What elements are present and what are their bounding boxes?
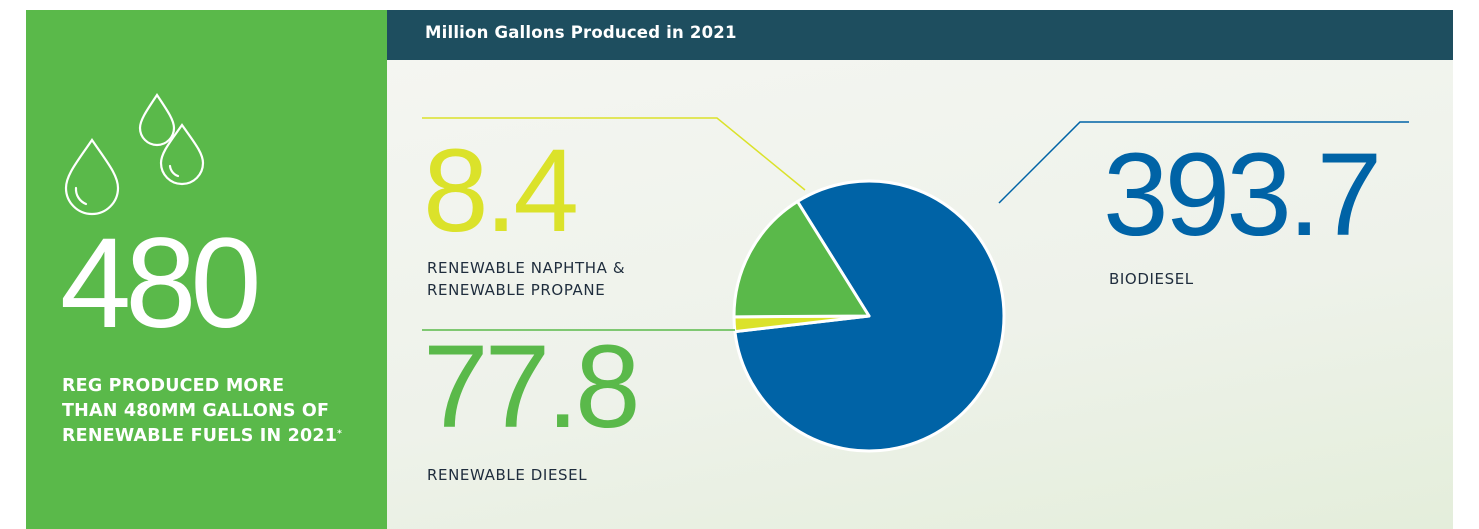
droplet-small-icon <box>138 93 176 147</box>
droplet-large-icon <box>64 138 120 216</box>
biodiesel-value: 393.7 <box>1103 129 1382 261</box>
naphtha-value: 8.4 <box>423 125 579 257</box>
total-gallons-value: 480 <box>60 212 262 355</box>
pie-chart <box>422 117 1409 453</box>
naphtha-label-line-1: RENEWABLE NAPHTHA & <box>427 259 626 277</box>
renewable-diesel-value: 77.8 <box>423 321 641 453</box>
footnote-mark: * <box>337 429 343 439</box>
droplet-medium-icon <box>159 123 205 186</box>
caption-line-1: REG PRODUCED MORE <box>62 376 285 396</box>
caption-line-2: THAN 480MM GALLONS OF <box>62 401 330 421</box>
total-panel: 480 REG PRODUCED MORE THAN 480MM GALLONS… <box>26 10 387 529</box>
chart-header: Million Gallons Produced in 2021 <box>387 10 1453 60</box>
renewable-diesel-label: RENEWABLE DIESEL <box>427 466 588 484</box>
naphtha-label: RENEWABLE NAPHTHA & RENEWABLE PROPANE <box>427 257 625 301</box>
total-caption: REG PRODUCED MORE THAN 480MM GALLONS OF … <box>62 374 382 449</box>
biodiesel-label: BIODIESEL <box>1109 270 1194 288</box>
naphtha-label-line-2: RENEWABLE PROPANE <box>427 281 606 299</box>
leader-line-biodiesel <box>998 121 1409 204</box>
chart-title: Million Gallons Produced in 2021 <box>425 23 737 42</box>
droplets-icon <box>64 93 205 216</box>
leader-line-naphtha <box>422 117 806 191</box>
chart-area: Million Gallons Produced in 2021 393.7 B… <box>387 10 1453 529</box>
pie-slice-renewable-diesel <box>732 200 871 319</box>
caption-line-3: RENEWABLE FUELS IN 2021* <box>62 426 343 446</box>
